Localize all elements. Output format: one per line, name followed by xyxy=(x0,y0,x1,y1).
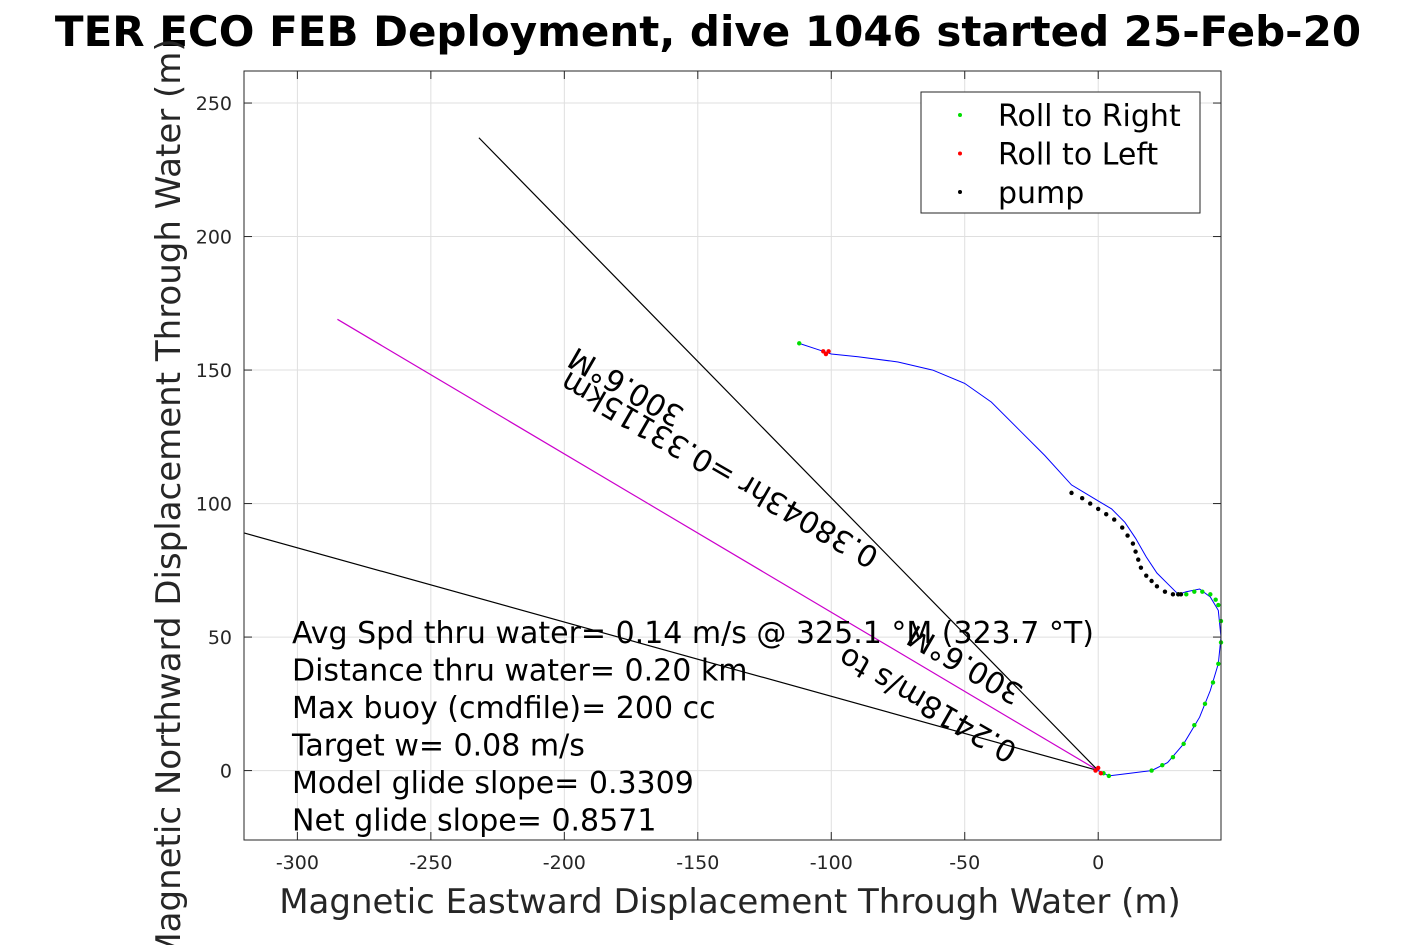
roll-right-point xyxy=(1192,722,1197,728)
y-tick-label: 100 xyxy=(196,494,232,516)
x-tick-label: -250 xyxy=(409,852,452,874)
chart-title: TER ECO FEB Deployment, dive 1046 starte… xyxy=(55,7,1361,56)
track-layer xyxy=(799,342,1222,777)
reference-lines xyxy=(243,137,1099,772)
info-text: Avg Spd thru water= 0.14 m/s @ 325.1 °M … xyxy=(291,616,1094,839)
x-tick-label: 0 xyxy=(1092,852,1104,874)
legend-box xyxy=(920,91,1201,214)
pump-point xyxy=(1133,549,1138,554)
legend-label: Roll to Left xyxy=(998,138,1158,173)
y-tick-label: 150 xyxy=(196,360,232,382)
x-tick-label: -200 xyxy=(543,852,586,874)
roll-right-point xyxy=(1149,768,1154,773)
y-axis-label: Magnetic Northward Displacement Through … xyxy=(149,38,189,945)
track-line xyxy=(799,342,1222,777)
roll-right-point xyxy=(1192,589,1197,594)
roll-right-point xyxy=(1184,592,1189,597)
legend-marker xyxy=(958,151,962,156)
roll-right-point xyxy=(1208,592,1213,597)
y-tick-label: 50 xyxy=(208,627,232,649)
pump-point xyxy=(1138,565,1144,570)
pump-point xyxy=(1120,525,1125,530)
roll-right-point xyxy=(1200,589,1205,594)
pump-point xyxy=(1069,490,1074,496)
plot-frame xyxy=(243,70,1222,841)
x-tick-label: -300 xyxy=(276,852,319,874)
roll-right-point xyxy=(1210,680,1216,685)
y-tick-label: 200 xyxy=(196,227,232,249)
wedge-line xyxy=(243,532,1099,772)
info-line: Net glide slope= 0.8571 xyxy=(292,804,656,839)
pump-point xyxy=(1178,592,1184,597)
pump-point xyxy=(1136,557,1141,562)
pump-point xyxy=(1112,517,1117,522)
roll-left-point xyxy=(1098,771,1104,776)
x-tick-label: -100 xyxy=(810,852,853,874)
pump-point xyxy=(1125,533,1130,538)
roll-right-point xyxy=(1181,741,1186,747)
roll-left-point xyxy=(826,349,831,354)
heading-line xyxy=(478,137,1099,771)
legend-marker xyxy=(958,190,962,194)
marker-points xyxy=(797,341,1224,779)
roll-right-point xyxy=(1202,701,1208,707)
legend-label: pump xyxy=(998,176,1084,211)
roll-right-point xyxy=(1170,755,1176,760)
x-axis-label: Magnetic Eastward Displacement Through W… xyxy=(279,882,1181,922)
pump-point xyxy=(1149,578,1154,584)
info-line: Distance thru water= 0.20 km xyxy=(292,654,747,689)
pump-point xyxy=(1154,584,1160,589)
pump-point xyxy=(1170,592,1176,597)
pump-point xyxy=(1130,541,1136,546)
pump-point xyxy=(1096,506,1101,512)
pump-point xyxy=(1087,501,1093,506)
roll-right-point xyxy=(1106,773,1112,779)
y-tick-label: 250 xyxy=(196,93,232,115)
roll-left-point xyxy=(821,349,826,354)
axes xyxy=(243,70,1222,841)
roll-right-point xyxy=(1216,602,1221,608)
roll-left-point xyxy=(1096,765,1101,771)
line-annotation: 0.38043hr =0.33115km xyxy=(555,364,885,575)
legend-label: Roll to Right xyxy=(998,99,1181,134)
roll-right-point xyxy=(797,341,802,346)
pump-point xyxy=(1144,573,1149,578)
info-line: Target w= 0.08 m/s xyxy=(291,729,585,764)
roll-left-point xyxy=(823,351,829,357)
x-tick-label: -150 xyxy=(676,852,719,874)
pump-point xyxy=(1162,589,1168,594)
roll-right-point xyxy=(1216,661,1221,666)
pump-point xyxy=(1104,512,1109,517)
y-tick-label: 0 xyxy=(220,761,232,783)
legend-marker xyxy=(958,113,962,117)
roll-right-point xyxy=(1213,597,1218,602)
pump-point xyxy=(1079,496,1085,501)
info-line: Avg Spd thru water= 0.14 m/s @ 325.1 °M … xyxy=(292,616,1094,651)
roll-left-point xyxy=(1093,768,1098,773)
x-tick-label: -50 xyxy=(949,852,980,874)
roll-right-point xyxy=(1160,763,1165,768)
info-line: Max buoy (cmdfile)= 200 cc xyxy=(292,691,716,726)
info-line: Model glide slope= 0.3309 xyxy=(292,766,694,801)
tick-labels: -300 -250 -200 -150 -100 -50 0 0 50 100 150 200 250 xyxy=(196,93,1105,874)
current-line xyxy=(337,318,1099,772)
